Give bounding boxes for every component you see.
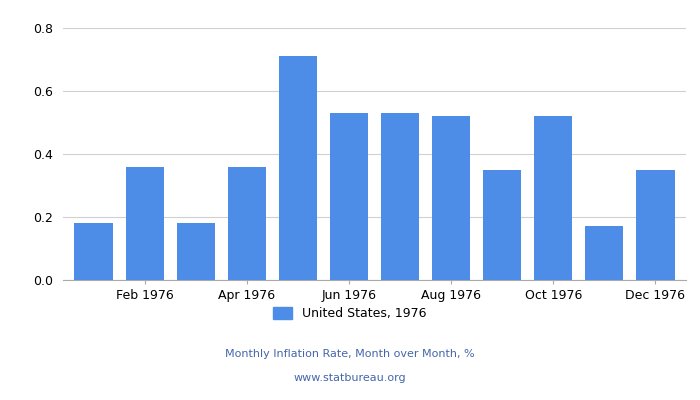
Bar — [228, 167, 266, 280]
Bar — [74, 223, 113, 280]
Bar — [330, 113, 368, 280]
Bar — [534, 116, 573, 280]
Bar — [125, 167, 164, 280]
Bar — [432, 116, 470, 280]
Bar — [279, 56, 317, 280]
Text: Monthly Inflation Rate, Month over Month, %: Monthly Inflation Rate, Month over Month… — [225, 349, 475, 359]
Bar — [585, 226, 624, 280]
Bar — [636, 170, 675, 280]
Bar — [483, 170, 522, 280]
Bar — [176, 223, 215, 280]
Bar — [381, 113, 419, 280]
Text: www.statbureau.org: www.statbureau.org — [294, 373, 406, 383]
Legend: United States, 1976: United States, 1976 — [268, 302, 432, 325]
